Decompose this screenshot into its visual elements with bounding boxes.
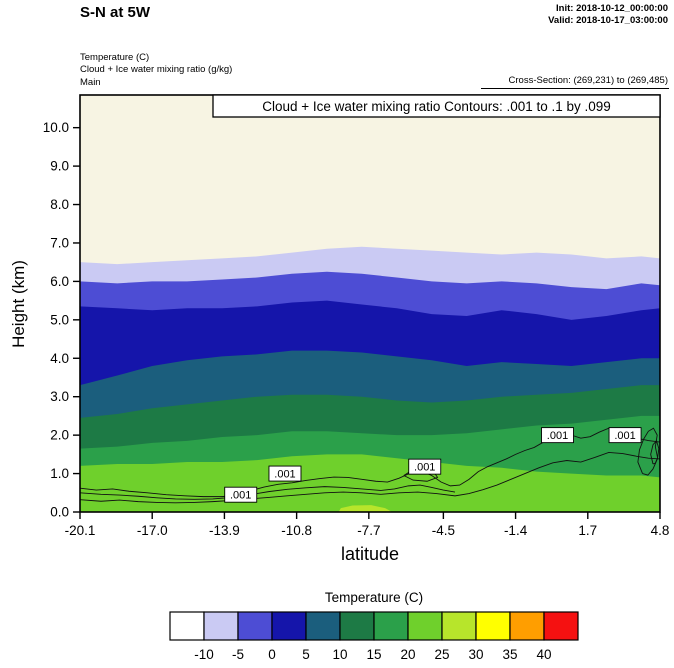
field-line-domain: Main: [80, 76, 101, 88]
legend-tick-label: 5: [302, 647, 310, 662]
legend-title: Temperature (C): [325, 590, 423, 605]
cloud-contour-line-0: [80, 427, 660, 498]
y-tick-label: 1.0: [50, 466, 69, 481]
legend-cell-8: [441, 611, 477, 641]
legend-tick-label: 0: [268, 647, 276, 662]
legend-cell-3: [271, 611, 307, 641]
temperature-band-25to30: [338, 505, 393, 512]
page-title: S-N at 5W: [80, 4, 151, 21]
legend-cell-9: [475, 611, 511, 641]
x-tick-label: -4.5: [432, 523, 455, 538]
field-list: Temperature (C) Cloud + Ice water mixing…: [80, 52, 232, 89]
cloud-contour-line-2: [80, 484, 456, 500]
contour-label-0: .001: [230, 490, 251, 502]
legend-tick-label: 40: [536, 647, 551, 662]
y-tick-label: 7.0: [50, 235, 69, 250]
cloud-contour-line-3: [637, 427, 659, 476]
contour-label-box-2: [408, 458, 442, 475]
y-tick-label: 8.0: [50, 197, 69, 212]
y-tick-label: 9.0: [50, 159, 69, 174]
legend-cell-7: [407, 611, 443, 641]
y-tick-label: 5.0: [50, 312, 69, 327]
run-time-block: Init: 2018-10-12_00:00:00 Valid: 2018-10…: [548, 3, 668, 27]
y-tick-label: 4.0: [50, 351, 69, 366]
x-tick-label: -7.7: [357, 523, 380, 538]
cloud-contour-line-4: [650, 440, 660, 465]
legend-cell-4: [305, 611, 341, 641]
y-tick-label: 6.0: [50, 274, 69, 289]
legend-tick-label: -5: [232, 647, 244, 662]
field-line-temperature: Temperature (C): [80, 52, 150, 63]
legend-tick-label: 20: [400, 647, 415, 662]
contour-label-1: .001: [274, 469, 295, 481]
legend-cell-11: [543, 611, 579, 641]
contour-label-box-0: [224, 486, 258, 503]
legend-cell-5: [339, 611, 375, 641]
contour-label-2: .001: [414, 462, 435, 474]
x-tick-label: -20.1: [65, 523, 96, 538]
x-tick-label: -13.9: [209, 523, 240, 538]
legend-cell-6: [373, 611, 409, 641]
y-tick-label: 0.0: [50, 505, 69, 520]
contour-label-4: .001: [614, 430, 635, 442]
cross-section-label: Cross-Section: (269,231) to (269,485): [480, 75, 669, 89]
valid-time-label: Valid: 2018-10-17_03:00:00: [548, 14, 668, 26]
contour-label-box-4: [608, 427, 642, 444]
legend-cell-2: [237, 611, 273, 641]
contour-label-box-1: [268, 465, 302, 482]
contour-info-title: Cloud + Ice water mixing ratio Contours:…: [262, 99, 611, 114]
legend-tick-label: -10: [194, 647, 214, 662]
x-axis-label: latitude: [341, 544, 399, 564]
legend-tick-label: 15: [366, 647, 381, 662]
x-tick-label: 1.7: [578, 523, 597, 538]
legend-cell-10: [509, 611, 545, 641]
field-line-cloud-ice: Cloud + Ice water mixing ratio (g/kg): [80, 64, 233, 76]
contour-info-box: [212, 94, 661, 118]
legend-tick-label: 30: [468, 647, 483, 662]
x-tick-label: -1.4: [504, 523, 528, 538]
legend-tick-label: 10: [332, 647, 347, 662]
contour-label-3: .001: [547, 430, 568, 442]
x-tick-label: -17.0: [137, 523, 168, 538]
legend-tick-label: 25: [434, 647, 449, 662]
y-tick-label: 10.0: [43, 120, 69, 135]
cloud-contour-line-1: [80, 451, 660, 504]
y-tick-label: 3.0: [50, 389, 69, 404]
legend-cell-0: [169, 611, 205, 641]
legend-tick-label: 35: [502, 647, 517, 662]
y-axis-label: Height (km): [9, 260, 28, 348]
init-time-label: Init: 2018-10-12_00:00:00: [556, 3, 668, 14]
contour-label-box-3: [541, 427, 574, 444]
y-tick-label: 2.0: [50, 428, 69, 443]
plot-interior: [80, 246, 660, 512]
x-tick-label: -10.8: [281, 523, 312, 538]
legend-cell-1: [203, 611, 239, 641]
x-tick-label: 4.8: [651, 523, 670, 538]
